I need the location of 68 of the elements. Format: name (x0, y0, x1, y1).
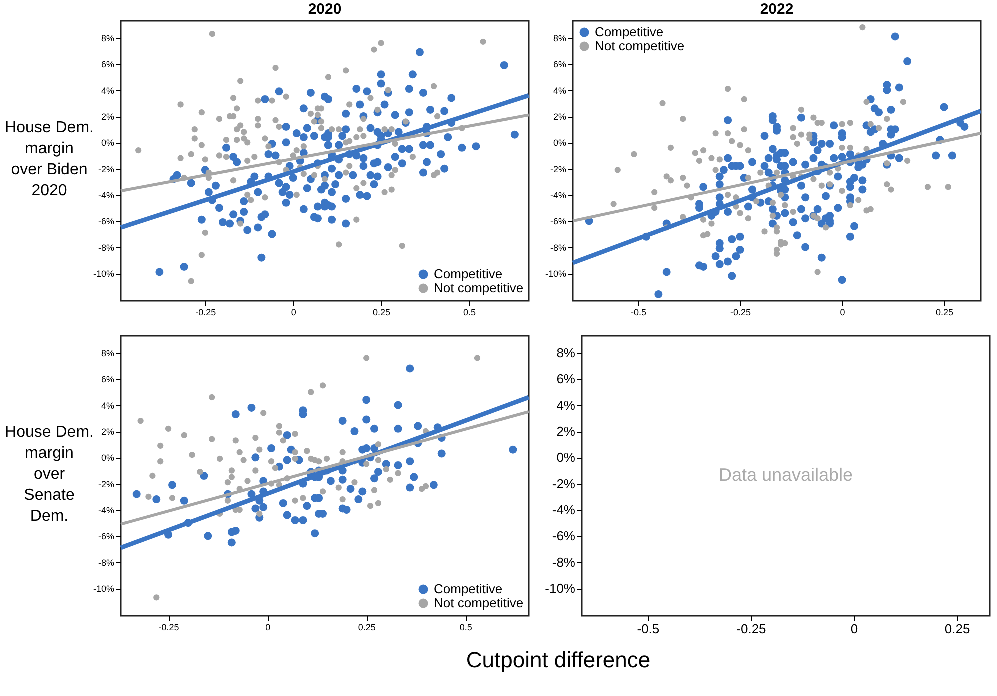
y-tick-label: -6% (98, 216, 114, 227)
x-tick-label: 0.25 (936, 308, 954, 318)
y-tick-label: -10% (93, 584, 114, 594)
y-axis-title: House Dem. margin over Biden 2020 (5, 120, 94, 200)
y-tick-label: -2% (98, 164, 114, 174)
y-tick-label: -4% (550, 190, 566, 201)
x-tick-label: 0.25 (358, 622, 376, 632)
x-tick-label: 0 (291, 308, 296, 318)
legend-label: Competitive (434, 266, 503, 282)
y-tick-label: -8% (98, 558, 114, 568)
y-tick-label: -8% (550, 242, 566, 253)
y-tick-label: 8% (553, 34, 566, 44)
y-tick-label: -10% (545, 269, 566, 280)
x-tick-label: -0.25 (730, 308, 752, 318)
x-tick-label: -0.5 (637, 622, 660, 636)
y-tick-label: 6% (553, 60, 566, 70)
x-tick-label: -0.5 (631, 308, 647, 318)
y-tick-label: 0% (556, 450, 576, 466)
y-tick-label: 8% (101, 348, 114, 359)
y-tick-label: 6% (101, 374, 114, 385)
chart-title: 2022 (760, 1, 794, 18)
x-tick-label: 0.25 (944, 622, 970, 636)
y-tick-label: -6% (552, 528, 576, 544)
x-tick-label: 0 (840, 308, 846, 318)
y-tick-label: -8% (98, 242, 114, 253)
y-tick-label: -2% (552, 476, 576, 492)
y-tick-label: -10% (545, 581, 576, 596)
y-tick-label: -8% (552, 554, 576, 570)
x-axis-title: Cutpoint difference (466, 648, 651, 672)
legend-label: Competitive (434, 582, 503, 596)
x-tick-label: -0.25 (736, 622, 766, 636)
y-axis-title: House Dem. margin over Senate Dem. (5, 424, 94, 525)
legend-label: Competitive (595, 24, 664, 40)
y-tick-label: 4% (553, 86, 566, 96)
y-tick-label: 6% (101, 60, 114, 70)
y-tick-label: 6% (556, 372, 576, 387)
y-tick-label: 4% (101, 86, 114, 96)
x-tick-label: 0 (266, 622, 271, 632)
y-tick-label: -6% (98, 532, 114, 542)
y-tick-label: 8% (101, 34, 114, 44)
annotation: Data unavailable (718, 465, 854, 485)
x-tick-label: 0.5 (460, 622, 472, 632)
y-tick-label: -4% (552, 502, 576, 518)
y-tick-label: 8% (556, 346, 576, 361)
y-tick-label: -10% (93, 269, 114, 280)
y-tick-label: 4% (556, 398, 576, 413)
y-tick-label: -4% (98, 506, 114, 516)
y-tick-label: -2% (550, 164, 566, 174)
x-tick-label: 0.5 (463, 308, 476, 318)
y-tick-label: 0% (553, 138, 566, 148)
x-tick-label: -0.25 (196, 308, 216, 318)
y-tick-label: 2% (556, 424, 576, 440)
y-tick-label: 4% (101, 400, 114, 411)
y-tick-label: -2% (98, 479, 114, 490)
legend-label: Not competitive (595, 38, 685, 54)
x-tick-label: -0.25 (158, 622, 180, 632)
y-tick-label: 0% (101, 138, 114, 148)
legend-label: Not competitive (434, 280, 524, 296)
x-tick-label: 0.25 (373, 308, 391, 318)
legend-label: Not competitive (434, 596, 524, 610)
x-tick-label: 0 (850, 622, 858, 636)
chart-title: 2020 (308, 1, 342, 18)
y-tick-label: 0% (101, 453, 114, 464)
y-tick-label: -4% (98, 190, 114, 201)
y-tick-label: 2% (101, 427, 114, 438)
y-tick-label: -6% (550, 216, 566, 227)
y-tick-label: 2% (101, 112, 114, 122)
y-tick-label: 2% (553, 112, 566, 122)
